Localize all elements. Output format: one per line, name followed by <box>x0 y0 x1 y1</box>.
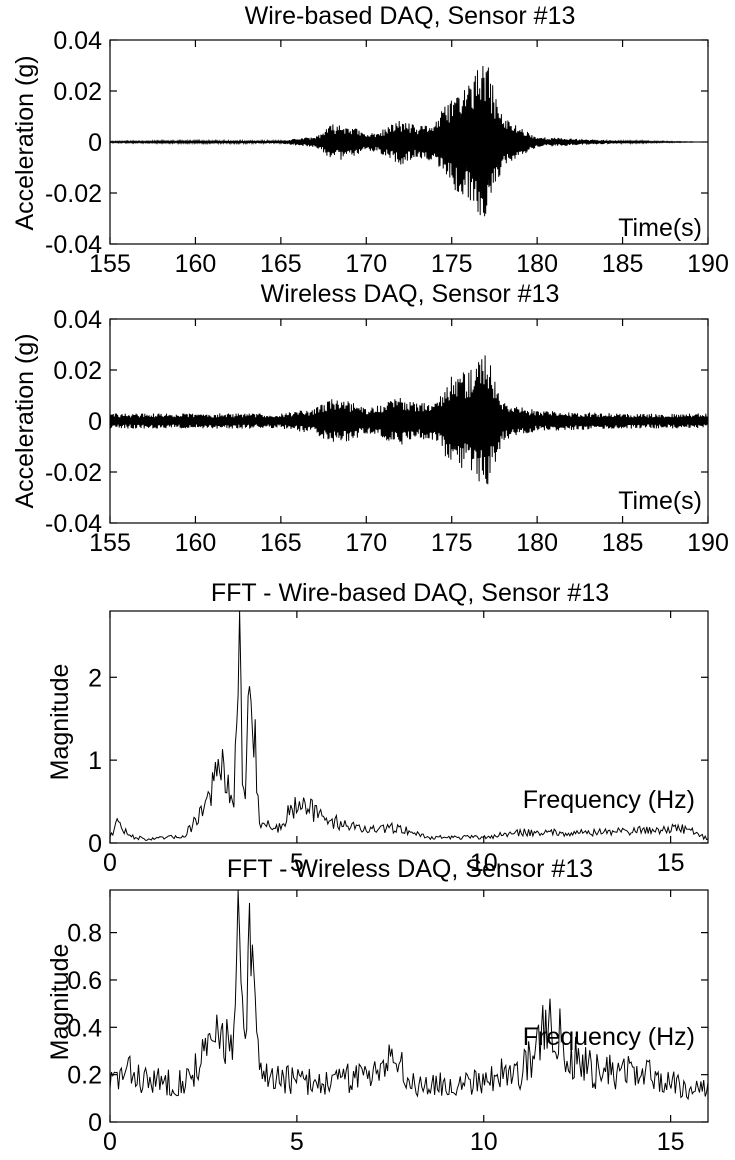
plot-frame <box>109 889 709 1123</box>
axis-ticks: 155 160 165 170 175 180 185 190 -0.04 -0.02 0 0.02 0… <box>45 306 729 557</box>
axis-ticks: 155 160 165 170 175 180 185 190 -0.04 -0.02 0 0.02 0… <box>45 27 729 278</box>
y-tick-label: 0.4 <box>67 1014 102 1042</box>
chart-title: Wireless DAQ, Sensor #13 <box>261 280 560 308</box>
x-tick-label: 170 <box>345 529 387 557</box>
x-tick-label: 185 <box>602 529 644 557</box>
x-tick-label: 165 <box>260 250 302 278</box>
y-tick-label: 0.6 <box>67 967 102 995</box>
y-tick-label: 0.02 <box>53 357 102 385</box>
x-axis-label: Time(s) <box>618 214 702 242</box>
x-axis-label: Time(s) <box>618 487 702 515</box>
x-tick-label: 160 <box>175 250 217 278</box>
x-tick-label: 155 <box>89 529 131 557</box>
y-tick-label: -0.04 <box>45 231 102 259</box>
x-tick-label: 175 <box>431 529 473 557</box>
x-tick-label: 0 <box>103 1128 117 1156</box>
x-tick-label: 190 <box>687 529 729 557</box>
y-axis-label: Acceleration (g) <box>11 333 39 508</box>
y-tick-label: 0.02 <box>53 78 102 106</box>
x-tick-label: 190 <box>687 250 729 278</box>
axis-ticks: 0 5 10 15 0 0.2 0.4 0.6 0.8 <box>67 890 708 1156</box>
y-tick-label: 0 <box>88 408 102 436</box>
x-tick-label: 165 <box>260 529 302 557</box>
y-tick-label: -0.04 <box>45 510 102 538</box>
y-tick-label: 0 <box>88 129 102 157</box>
chart-title: FFT - Wire-based DAQ, Sensor #13 <box>211 579 609 607</box>
x-tick-label: 170 <box>345 250 387 278</box>
y-tick-label: 1 <box>88 747 102 775</box>
y-tick-label: 2 <box>88 664 102 692</box>
plot-frame <box>109 610 709 844</box>
chart-wireless-fft: FFT - Wireless DAQ, Sensor #13 Magnitude… <box>46 855 709 1156</box>
y-tick-label: 0 <box>88 830 102 858</box>
series-line <box>109 610 709 841</box>
y-axis-label: Magnitude <box>46 944 74 1061</box>
x-tick-label: 10 <box>470 1128 498 1156</box>
y-tick-label: 0.2 <box>67 1062 102 1090</box>
x-tick-label: 185 <box>602 250 644 278</box>
series-line <box>109 65 708 217</box>
chart-title: FFT - Wireless DAQ, Sensor #13 <box>227 855 593 883</box>
x-tick-label: 160 <box>175 529 217 557</box>
y-tick-label: -0.02 <box>45 180 102 208</box>
y-tick-label: 0.04 <box>53 306 102 334</box>
chart-wireless-time: Wireless DAQ, Sensor #13 Acceleration (g… <box>11 280 729 557</box>
x-tick-label: 5 <box>290 849 304 877</box>
x-tick-label: 155 <box>89 250 131 278</box>
x-axis-label: Frequency (Hz) <box>523 786 695 814</box>
chart-wire-time: Wire-based DAQ, Sensor #13 Acceleration … <box>11 2 729 278</box>
y-axis-label: Magnitude <box>46 664 74 781</box>
x-tick-label: 175 <box>431 250 473 278</box>
plot-frame <box>109 39 709 245</box>
y-axis-label: Acceleration (g) <box>11 55 39 230</box>
x-tick-label: 15 <box>657 1128 685 1156</box>
y-tick-label: 0.04 <box>53 27 102 55</box>
series-line <box>109 355 709 485</box>
chart-wire-fft: FFT - Wire-based DAQ, Sensor #13 Magnitu… <box>46 579 709 877</box>
x-tick-label: 5 <box>290 1128 304 1156</box>
y-tick-label: 0 <box>88 1109 102 1137</box>
plot-frame <box>109 318 709 524</box>
y-tick-label: -0.02 <box>45 459 102 487</box>
x-tick-label: 180 <box>516 250 558 278</box>
x-tick-label: 0 <box>103 849 117 877</box>
chart-title: Wire-based DAQ, Sensor #13 <box>245 2 576 30</box>
y-tick-label: 0.8 <box>67 920 102 948</box>
x-tick-label: 15 <box>657 849 685 877</box>
series-line <box>109 889 709 1101</box>
x-tick-label: 180 <box>516 529 558 557</box>
x-tick-label: 10 <box>470 849 498 877</box>
